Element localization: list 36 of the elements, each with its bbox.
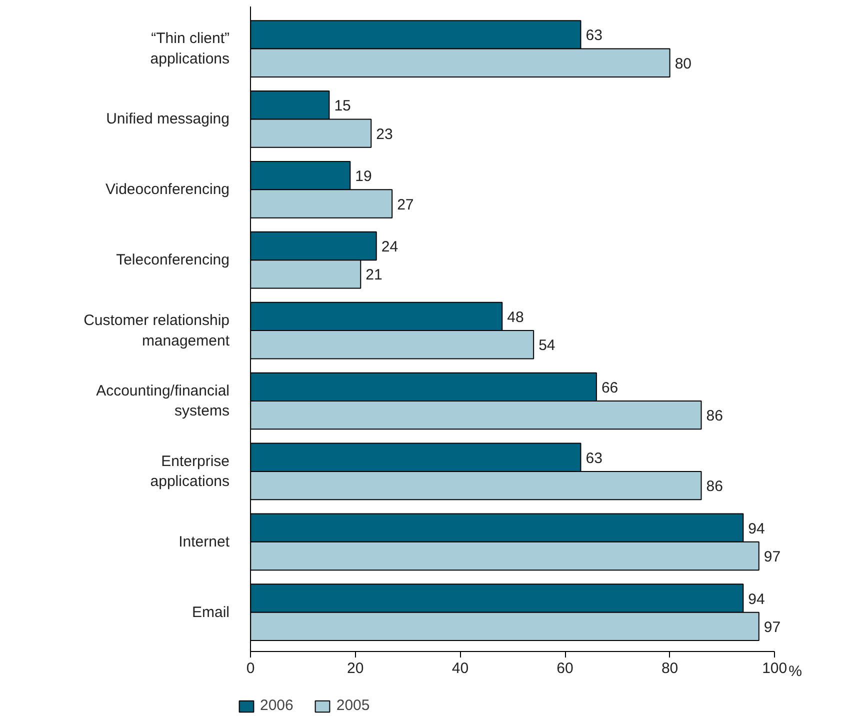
y-tick-label: Customer relationship management	[84, 312, 230, 350]
x-axis-title: %	[788, 663, 802, 680]
x-tick-label: 40	[452, 660, 469, 678]
x-tick-label: 60	[556, 660, 574, 678]
data-label: 66	[601, 379, 618, 396]
y-tick-label: Internet	[178, 533, 230, 550]
data-label: 21	[366, 266, 382, 284]
x-tick-label: 100	[762, 660, 788, 678]
y-tick-label: “Thin client” applications	[150, 30, 230, 68]
data-label: 63	[586, 27, 602, 44]
y-tick-label: Accounting/financial systems	[96, 382, 230, 420]
data-label: 48	[507, 308, 524, 326]
data-label: 97	[764, 618, 781, 636]
data-label: 24	[381, 238, 398, 256]
y-tick-label: Email	[192, 604, 230, 621]
data-label: 63	[586, 450, 602, 467]
x-tick-label: 0	[246, 660, 255, 678]
data-label: 94	[748, 520, 765, 538]
legend-label: 2005	[336, 697, 370, 714]
x-tick-label: 80	[661, 660, 678, 678]
data-label: 54	[538, 337, 556, 354]
data-label: 27	[397, 196, 414, 214]
legend-label: 2006	[260, 697, 294, 714]
y-tick-label: Videoconferencing	[106, 181, 230, 198]
x-tick-label: 20	[347, 660, 364, 678]
data-label: 23	[376, 126, 393, 143]
data-label: 80	[674, 55, 692, 72]
y-tick-label: Unified messaging	[106, 110, 230, 128]
data-label: 97	[764, 548, 781, 566]
data-label: 15	[334, 98, 351, 115]
y-tick-label: Teleconferencing	[116, 252, 230, 269]
data-label: 94	[748, 590, 765, 608]
y-tick-label: Enterprise applications	[150, 452, 230, 490]
data-label: 86	[706, 408, 723, 425]
data-label: 86	[706, 478, 723, 496]
data-label: 19	[355, 168, 372, 186]
